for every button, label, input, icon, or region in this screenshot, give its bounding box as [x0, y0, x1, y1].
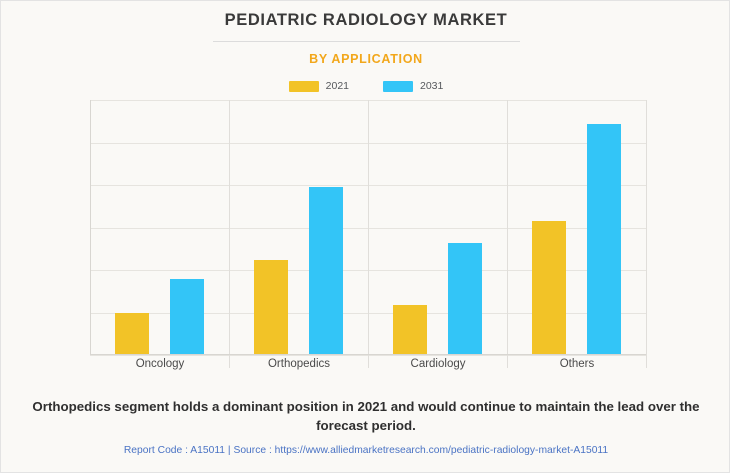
y-axis-line — [90, 100, 91, 355]
legend-item-2021[interactable]: 2021 — [288, 80, 349, 92]
bar-cardiology-2021[interactable] — [393, 305, 427, 354]
legend-item-2031[interactable]: 2031 — [383, 80, 443, 92]
bar-orthopedics-2031[interactable] — [309, 187, 343, 354]
bar-oncology-2021[interactable] — [115, 313, 149, 354]
legend-swatch-2031 — [383, 80, 413, 92]
footer-separator: | — [227, 445, 231, 456]
footer-report-code: Report Code : A15011 — [123, 445, 226, 456]
title-divider — [213, 41, 520, 42]
bar-orthopedics-2021[interactable] — [254, 260, 288, 354]
legend-label-2031: 2031 — [420, 80, 444, 92]
x-tick-label-oncology: Oncology — [135, 358, 185, 370]
x-tick-label-others: Others — [559, 358, 595, 370]
chart-footer: Report Code : A15011 | Source : https://… — [1, 445, 729, 456]
footer-source-link[interactable]: Source : https://www.alliedmarketresearc… — [233, 445, 609, 456]
category-divider — [368, 100, 369, 368]
category-divider — [507, 100, 508, 368]
x-tick-label-orthopedics: Orthopedics — [267, 358, 331, 370]
page-title: PEDIATRIC RADIOLOGY MARKET — [224, 11, 508, 29]
legend-label-2021: 2021 — [325, 80, 349, 92]
bar-others-2031[interactable] — [587, 124, 621, 354]
category-divider — [229, 100, 230, 368]
bar-others-2021[interactable] — [532, 221, 566, 354]
legend-swatch-2021 — [288, 80, 319, 92]
category-divider — [646, 100, 647, 368]
plot-area — [90, 100, 647, 368]
x-axis-tick-labels: Oncology Orthopedics Cardiology Others — [90, 358, 646, 376]
chart-caption: Orthopedics segment holds a dominant pos… — [32, 399, 700, 433]
chart-legend: 2021 2031 — [1, 80, 729, 92]
x-axis-line — [90, 354, 646, 355]
bar-oncology-2031[interactable] — [170, 279, 204, 354]
chart-subtitle: BY APPLICATION — [309, 52, 423, 66]
bar-cardiology-2031[interactable] — [448, 243, 482, 354]
x-tick-label-cardiology: Cardiology — [410, 358, 466, 370]
